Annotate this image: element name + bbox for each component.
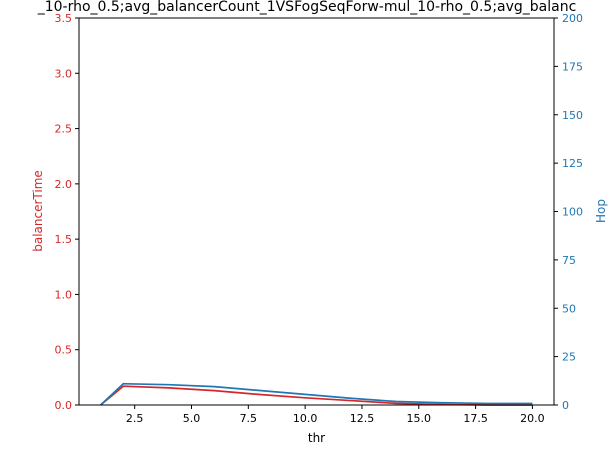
series-line-2 — [100, 382, 533, 406]
left-y-tick-label: 2.0 — [55, 178, 73, 191]
left-y-tick-label: 3.5 — [55, 12, 73, 25]
plot-frame — [78, 17, 555, 406]
left-y-tick-label: 1.5 — [55, 233, 73, 246]
right-y-tick-label: 25 — [562, 351, 576, 364]
left-y-tick-label: 3.0 — [55, 67, 73, 80]
x-tick-label: 12.5 — [350, 412, 375, 425]
x-axis: 2.5 5.0 7.5 10.0 12.5 15.0 17.5 20.0 — [126, 405, 545, 425]
x-tick-label: 7.5 — [240, 412, 258, 425]
right-y-axis: 0 25 50 75 100 125 150 175 200 — [554, 12, 583, 412]
x-tick-label: 20.0 — [520, 412, 545, 425]
x-tick-label: 17.5 — [463, 412, 488, 425]
right-y-tick-label: 125 — [562, 157, 583, 170]
right-y-tick-label: 175 — [562, 60, 583, 73]
series-lines — [100, 382, 533, 406]
x-axis-label: thr — [308, 431, 325, 445]
x-tick-label: 5.0 — [183, 412, 201, 425]
right-y-tick-label: 0 — [562, 399, 569, 412]
right-y-tick-label: 100 — [562, 206, 583, 219]
left-y-tick-label: 0.0 — [55, 399, 73, 412]
right-y-tick-label: 75 — [562, 254, 576, 267]
chart-title: _10-rho_0.5;avg_balancerCount_1VSFogSeqF… — [37, 0, 577, 15]
right-y-tick-label: 50 — [562, 302, 576, 315]
left-y-axis: 0.0 0.5 1.0 1.5 2.0 2.5 3.0 3.5 — [55, 12, 79, 412]
left-y-tick-label: 0.5 — [55, 344, 73, 357]
x-tick-label: 10.0 — [293, 412, 318, 425]
left-y-tick-label: 1.0 — [55, 288, 73, 301]
right-y-tick-label: 150 — [562, 109, 583, 122]
right-y-axis-label: Hop — [594, 199, 608, 223]
x-tick-label: 2.5 — [126, 412, 144, 425]
right-y-tick-label: 200 — [562, 12, 583, 25]
x-tick-label: 15.0 — [407, 412, 432, 425]
left-y-axis-label: balancerTime — [31, 170, 45, 252]
left-y-tick-label: 2.5 — [55, 123, 73, 136]
